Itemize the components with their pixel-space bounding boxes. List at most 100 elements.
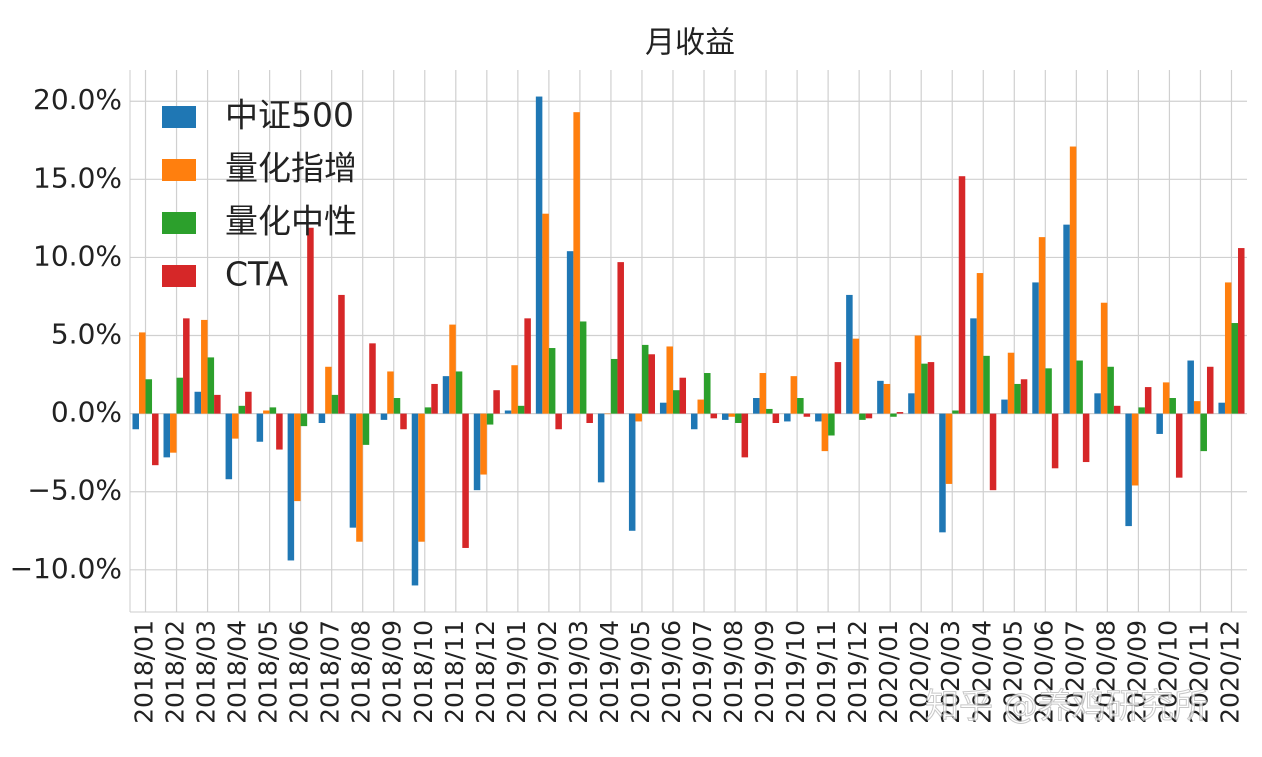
bar xyxy=(803,413,811,417)
bar xyxy=(1200,413,1207,452)
legend-label: CTA xyxy=(225,255,289,294)
x-tick-label: 2020/08 xyxy=(1091,620,1120,724)
bar xyxy=(741,413,749,458)
bar xyxy=(834,362,842,414)
bar xyxy=(1051,413,1059,469)
bar xyxy=(939,413,946,533)
bar xyxy=(1125,413,1132,527)
bar xyxy=(325,366,332,414)
bar xyxy=(263,410,270,414)
grid xyxy=(130,70,1247,612)
bar xyxy=(1082,413,1090,463)
bar xyxy=(1206,366,1214,414)
x-tick-label: 2020/01 xyxy=(874,620,903,724)
bar xyxy=(597,413,605,483)
bar xyxy=(958,176,966,414)
bar xyxy=(1038,237,1046,414)
bar xyxy=(1218,402,1225,414)
bar xyxy=(449,324,456,414)
bar xyxy=(989,413,997,491)
bar xyxy=(728,413,736,417)
bar xyxy=(759,373,767,414)
x-tick-label: 2018/10 xyxy=(409,620,438,724)
bar xyxy=(815,413,822,422)
bar xyxy=(610,358,618,414)
legend-label: 量化指增 xyxy=(225,149,357,188)
bar xyxy=(462,413,469,548)
bar xyxy=(604,413,611,415)
bar xyxy=(666,346,673,414)
bar xyxy=(927,362,935,414)
bar xyxy=(1131,413,1139,486)
bar xyxy=(983,355,990,414)
x-tick-label: 2018/03 xyxy=(192,620,221,724)
bar xyxy=(245,391,252,414)
legend-label: 量化中性 xyxy=(225,202,357,241)
bar xyxy=(1100,302,1108,414)
bar xyxy=(555,413,562,430)
x-tick-label: 2018/04 xyxy=(223,620,252,724)
bar xyxy=(132,413,139,430)
bar xyxy=(1032,282,1039,414)
x-tick-label: 2020/03 xyxy=(936,620,965,724)
y-tick-label: 0.0% xyxy=(51,396,122,429)
bar xyxy=(1187,360,1194,414)
bar xyxy=(455,371,463,414)
bar xyxy=(1144,387,1152,414)
bar xyxy=(349,413,357,528)
bar xyxy=(921,363,928,414)
x-tick-label: 2019/09 xyxy=(750,620,779,724)
bar xyxy=(1007,352,1015,414)
bar xyxy=(214,394,221,414)
bar xyxy=(1020,379,1028,414)
bar xyxy=(331,394,339,414)
bar xyxy=(1156,413,1163,434)
bar xyxy=(387,371,394,414)
bar xyxy=(648,354,655,414)
x-tick-label: 2018/09 xyxy=(378,620,407,724)
bar xyxy=(952,410,959,414)
bar xyxy=(865,413,873,419)
legend-swatch xyxy=(162,159,196,181)
x-tick-label: 2020/12 xyxy=(1215,620,1244,724)
bar xyxy=(797,398,804,414)
bar xyxy=(170,413,177,453)
x-tick-label: 2018/01 xyxy=(130,620,159,724)
bar xyxy=(617,262,624,414)
x-tick-label: 2020/07 xyxy=(1060,620,1089,724)
chart-title: 月收益 xyxy=(645,26,735,61)
watermark: 知乎 @养鸡研究所 xyxy=(925,687,1208,727)
bar xyxy=(1231,323,1239,414)
bar xyxy=(504,410,512,414)
bar xyxy=(859,413,866,420)
bar xyxy=(1069,146,1077,414)
bar xyxy=(163,413,171,458)
bar xyxy=(672,390,680,414)
y-tick-label: 20.0% xyxy=(33,83,122,116)
x-tick-label: 2018/06 xyxy=(285,620,314,724)
y-tick-label: −10.0% xyxy=(10,552,122,585)
bar xyxy=(418,413,425,542)
bar xyxy=(183,318,190,414)
bar xyxy=(908,393,915,414)
bar xyxy=(914,335,922,414)
x-tick-label: 2019/07 xyxy=(688,620,717,724)
bar xyxy=(566,251,574,414)
bar xyxy=(256,413,264,442)
x-tick-label: 2018/08 xyxy=(347,620,376,724)
bar xyxy=(369,343,376,414)
x-tick-label: 2019/10 xyxy=(781,620,810,724)
x-tick-label: 2019/01 xyxy=(502,620,531,724)
bar xyxy=(511,365,518,414)
x-tick-label: 2019/04 xyxy=(595,620,624,724)
bar xyxy=(207,357,215,414)
x-tick-label: 2019/08 xyxy=(719,620,748,724)
bar xyxy=(1045,368,1052,414)
x-tick-label: 2020/02 xyxy=(905,620,934,724)
bar xyxy=(400,413,407,430)
bar xyxy=(890,413,897,417)
bar xyxy=(828,413,835,436)
bar xyxy=(194,391,202,414)
bar xyxy=(579,321,587,414)
bar xyxy=(294,413,301,502)
